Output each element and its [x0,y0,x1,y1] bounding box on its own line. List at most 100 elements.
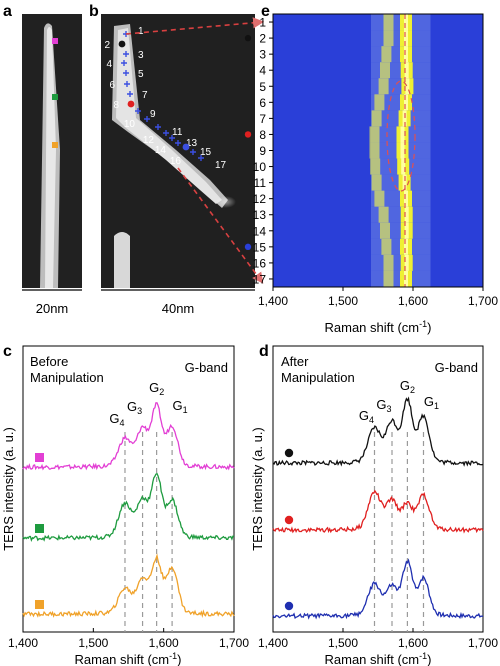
panel-b-point-label: 8 [113,100,119,111]
x-tick-label: 1,600 [398,636,428,650]
series-marker [35,453,44,462]
heatmap-x-tick-label: 1,700 [468,294,498,308]
series-marker [35,524,44,533]
peak-label: G4 [109,411,124,428]
heatmap-row-label: 13 [253,208,267,222]
heatmap-secondary-peak [369,126,380,143]
heatmap-main-peak-core [400,126,405,143]
panel-b-point-cross [198,155,204,161]
peak-label: G4 [359,408,374,425]
panel-a-marker-green [52,94,58,100]
panel-b-point-label: 11 [172,127,183,138]
heatmap-main-peak-core [404,254,409,271]
panel-letter-d: d [259,343,269,360]
heatmap-main-peak-core [404,222,409,239]
x-tick-label: 1,700 [468,636,498,650]
panel-b-point-cross [135,108,141,114]
heatmap-main-peak-core [404,190,408,207]
heatmap-row-dot [244,243,252,251]
panel-c-chart: Before Manipulation G-band TERS intensit… [1,345,249,666]
heatmap-row-label: 10 [253,160,267,174]
heatmap-secondary-peak [371,174,382,191]
heatmap-row-dot [244,34,252,42]
x-tick-label: 1,600 [149,636,179,650]
panel-b-point-cross [124,81,130,87]
panel-b-point-cross [163,130,169,136]
series-marker [284,448,294,458]
heatmap-secondary-peak [371,110,382,127]
spectrum-series [22,472,235,542]
heatmap-secondary-peak [370,158,381,175]
panel-d-title-line2: Manipulation [281,370,355,385]
panel-b-point-label: 7 [142,90,148,101]
peak-label: G1 [173,398,188,415]
x-tick-label: 1,500 [78,636,108,650]
panel-b-point-label: 17 [215,160,227,171]
panel-b-point-label: 12 [143,135,155,146]
heatmap-row-label: 1 [259,16,266,30]
peak-label: G1 [424,394,439,411]
spectrum-series [272,396,484,467]
panel-d-chart: After Manipulation G-band TERS intensity… [250,345,498,666]
panel-b-point-cross [175,140,181,146]
panel-c-x-axis-title: Raman shift (cm-1) [75,651,182,666]
heatmap-secondary-peak [383,30,394,47]
arrow-top [125,17,265,35]
panel-b-point-label: 10 [124,119,136,130]
panel-c-title-line2: Manipulation [30,370,104,385]
heatmap-secondary-peak [380,222,390,239]
heatmap-cells [369,14,431,287]
heatmap-secondary-peak [381,46,392,63]
panel-b-point-cross [127,91,133,97]
heatmap-x-tick-label: 1,500 [328,294,358,308]
panel-c-y-axis-title: TERS intensity (a. u.) [1,427,16,551]
heatmap-main-peak-core [404,30,408,47]
x-tick-label: 1,700 [219,636,249,650]
panel-b-scale-label: 40nm [162,301,195,316]
spectrum-series [22,553,235,619]
series-marker [284,515,294,525]
heatmap-x-tick-label: 1,400 [258,294,288,308]
panel-d-band-label: G-band [435,360,478,375]
heatmap-secondary-peak [369,142,380,159]
panel-letter-c: c [3,343,12,360]
heatmap-secondary-peak [374,94,385,111]
series-marker [35,600,44,609]
heatmap-main-peak-core [404,270,408,287]
heatmap-row-label: 6 [259,96,266,110]
panel-b-point-label: 14 [155,145,167,156]
heatmap-secondary-peak [374,190,385,207]
panel-b-point-cross [169,135,175,141]
panel-b-point-label: 1 [138,26,144,37]
panel-b-point-cross [121,60,127,66]
heatmap-row-label: 7 [259,112,266,126]
panel-b-point-label: 3 [138,50,144,61]
panel-b-point-cross [123,51,129,57]
x-tick-label: 1,400 [258,636,288,650]
heatmap-x-tick-label: 1,600 [398,294,428,308]
spectrum-series [22,402,235,471]
heatmap-main-peak-core [404,46,408,63]
arrow-bottom [177,167,264,284]
heatmap-main-peak-core [404,238,408,255]
heatmap-row-label: 8 [259,128,266,142]
heatmap-secondary-peak [383,270,394,287]
heatmap-row-label: 14 [253,224,267,238]
heatmap-secondary-peak [383,254,394,271]
heatmap-row-label: 16 [253,256,267,270]
panel-b-point-label: 9 [150,109,156,120]
heatmap-main-peak-core [404,14,408,31]
heatmap-main-peak-core [404,206,409,223]
heatmap-x-axis-title: Raman shift (cm-1) [325,319,432,335]
heatmap-main-peak-core [405,78,410,95]
heatmap-main-peak-core [400,142,405,159]
heatmap-secondary-peak [378,78,389,95]
heatmap-row-label: 9 [259,144,266,158]
panel-b-point-cross [190,149,196,155]
